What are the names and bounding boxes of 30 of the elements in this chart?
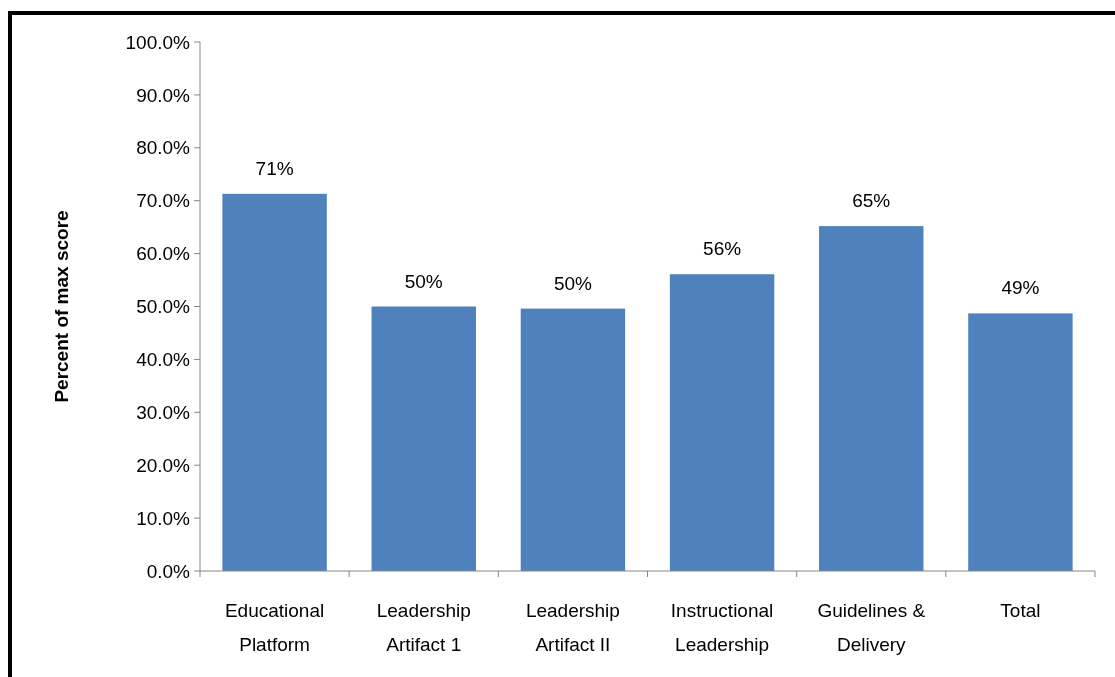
y-tick-label: 60.0%: [136, 243, 191, 265]
y-tick-label: 50.0%: [136, 296, 191, 318]
y-axis-title: Percent of max score: [51, 210, 72, 403]
y-tick-label: 20.0%: [136, 454, 191, 476]
y-tick-label: 70.0%: [136, 190, 191, 212]
y-tick-label: 0.0%: [146, 560, 191, 582]
bar: [371, 306, 476, 571]
data-label: 50%: [404, 270, 443, 292]
x-tick-label: Instructional Leadership: [670, 600, 774, 655]
data-label: 49%: [1001, 277, 1040, 299]
y-tick-label: 80.0%: [136, 137, 191, 159]
data-label: 71%: [255, 157, 294, 179]
y-tick-label: 40.0%: [136, 349, 191, 371]
y-tick-label: 90.0%: [136, 84, 191, 106]
y-tick-label: 100.0%: [125, 31, 191, 53]
y-tick-label: 10.0%: [136, 507, 191, 529]
y-tick-label: 30.0%: [136, 401, 191, 423]
x-tick-label: Leadership Artifact 1: [376, 600, 471, 655]
data-label: 56%: [703, 238, 742, 260]
bar: [222, 193, 327, 571]
x-tick-label: Total: [1000, 600, 1041, 621]
x-tick-label: Guidelines & Delivery: [817, 600, 926, 655]
bar: [968, 313, 1073, 571]
bar: [669, 274, 775, 571]
bar: [520, 308, 626, 571]
x-tick-label: Educational Platform: [224, 600, 325, 655]
data-label: 65%: [852, 190, 891, 212]
bar: [819, 226, 924, 571]
data-label: 50%: [553, 272, 593, 294]
x-tick-label: Leadership Artifact II: [525, 600, 620, 655]
